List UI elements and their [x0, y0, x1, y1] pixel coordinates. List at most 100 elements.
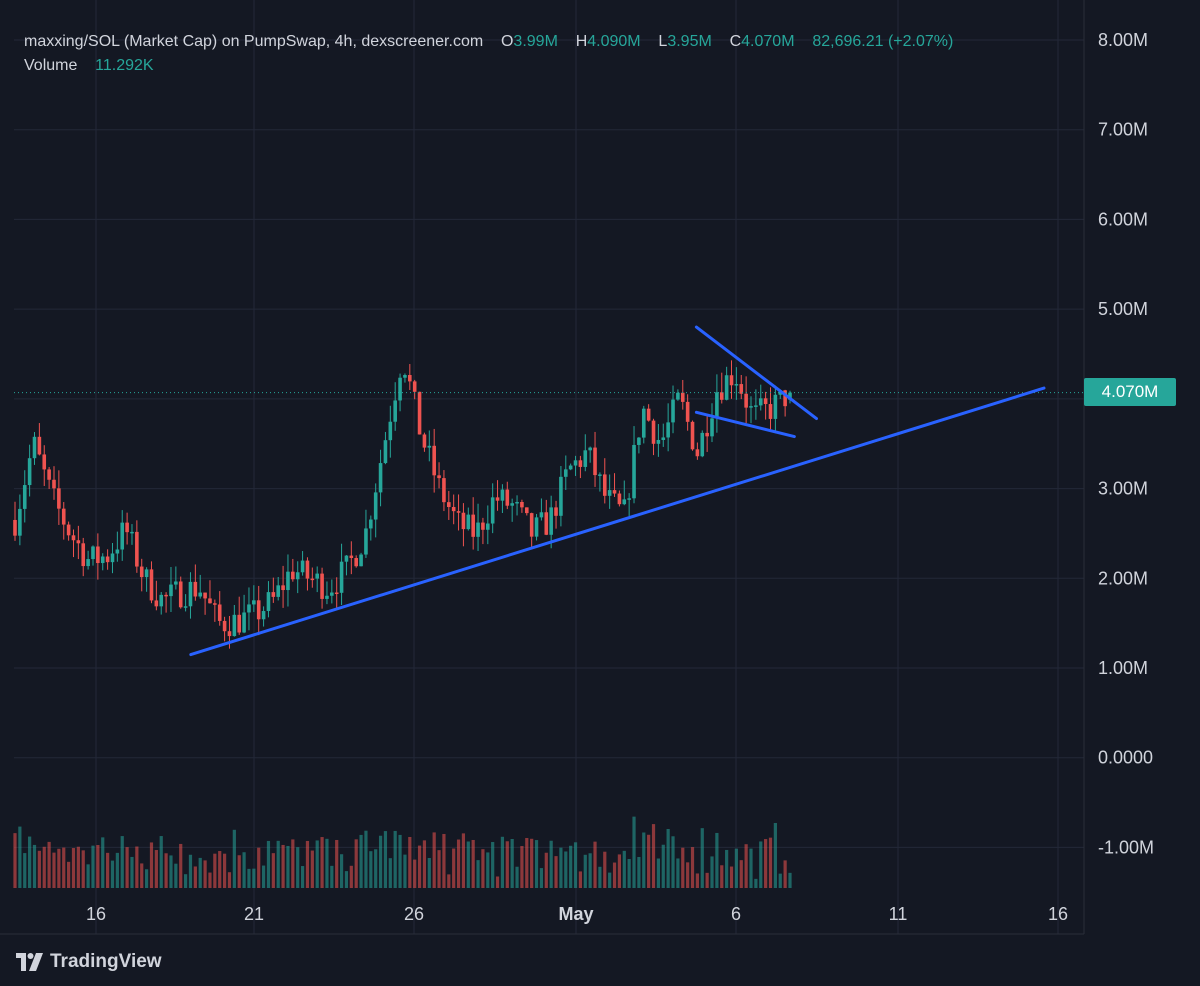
candle-body — [261, 611, 266, 620]
candle-body — [383, 440, 388, 464]
volume-bar — [23, 853, 27, 888]
volume-bar — [608, 872, 612, 888]
volume-bar — [456, 839, 461, 888]
volume-bar — [569, 845, 573, 888]
volume-bar — [164, 853, 168, 888]
tradingview-logo-icon — [16, 953, 43, 971]
volume-bar — [656, 858, 660, 888]
candle-body — [690, 421, 695, 450]
candle-body — [266, 592, 271, 612]
volume-bar — [125, 847, 129, 888]
time-axis-label: 11 — [889, 904, 908, 924]
volume-bar — [549, 840, 553, 888]
volume-bar — [344, 871, 349, 888]
candle-body — [222, 620, 227, 632]
volume-bar — [28, 836, 32, 888]
volume-bar — [47, 841, 51, 888]
volume-bar — [754, 878, 758, 888]
candle-body — [149, 569, 154, 601]
volume-bar — [783, 860, 787, 888]
volume-bar — [495, 876, 500, 888]
candle-body — [310, 578, 315, 581]
volume-bar — [145, 869, 149, 888]
volume-bar — [115, 852, 119, 888]
volume-bar — [583, 854, 587, 888]
candle-body — [159, 594, 164, 607]
candle-body — [578, 460, 583, 467]
candle-body — [510, 503, 514, 506]
time-axis-label: 16 — [1048, 904, 1068, 924]
volume-bar — [622, 850, 626, 888]
candle-body — [568, 465, 573, 470]
candle-body — [232, 614, 237, 637]
candle-body — [330, 592, 334, 596]
candle-body — [432, 445, 436, 476]
volume-bar — [52, 852, 56, 888]
volume-bar — [37, 850, 41, 888]
candle-body — [524, 507, 529, 514]
volume-value: 11.292K — [95, 57, 154, 74]
volume-bar — [539, 868, 544, 888]
volume-bar — [13, 833, 17, 888]
candle-body — [359, 554, 363, 567]
volume-bar — [666, 829, 670, 888]
close-label: C — [729, 33, 742, 50]
volume-bar — [106, 852, 110, 888]
volume-bar — [120, 836, 124, 888]
candle-body — [520, 501, 524, 508]
price-axis-label: 8.00M — [1098, 30, 1148, 50]
volume-bar — [281, 844, 285, 888]
volume-bar — [374, 849, 378, 888]
volume-bar — [86, 864, 90, 888]
candle-body — [773, 394, 778, 419]
candle-body — [193, 581, 198, 597]
candle-body — [378, 463, 383, 493]
volume-bar — [778, 873, 782, 888]
low-value: 3.95M — [667, 33, 712, 50]
candle-body — [544, 512, 549, 535]
volume-bar — [271, 853, 275, 888]
candle-body — [666, 422, 670, 438]
volume-bar — [461, 833, 466, 888]
candle-body — [632, 444, 636, 499]
volume-bar — [242, 852, 246, 888]
candle-body — [32, 436, 37, 459]
candle-body — [754, 405, 758, 407]
candle-body — [539, 512, 544, 518]
volume-bar — [476, 860, 480, 888]
volume-bar — [96, 845, 100, 888]
candle-body — [276, 585, 281, 597]
candle-body — [563, 469, 568, 477]
chart-legend: maxxing/SOL (Market Cap) on PumpSwap, 4h… — [24, 30, 953, 78]
candle-body — [393, 400, 397, 422]
candle-body — [203, 592, 207, 599]
candle-body — [671, 399, 675, 423]
candle-body — [656, 439, 661, 444]
candle-body — [125, 522, 129, 533]
candle-body — [388, 421, 393, 441]
volume-bar — [296, 847, 300, 888]
volume-bar — [593, 841, 597, 888]
price-axis-label: 0.0000 — [1098, 748, 1153, 768]
candle-body — [641, 408, 646, 438]
volume-bar — [705, 872, 709, 888]
volume-bar — [417, 845, 422, 888]
volume-bar — [213, 853, 217, 888]
volume-bar — [739, 860, 743, 888]
volume-bar — [71, 848, 76, 888]
high-label: H — [575, 33, 588, 50]
volume-bar — [91, 845, 95, 888]
candle-body — [86, 559, 90, 567]
candle-body — [164, 594, 168, 597]
candle-body — [646, 408, 651, 421]
volume-bar — [642, 832, 646, 888]
volume-bar — [661, 844, 665, 888]
candle-body — [471, 514, 475, 537]
volume-bar — [720, 865, 724, 888]
candle-body — [437, 475, 441, 479]
tradingview-logo[interactable]: TradingView — [16, 948, 162, 976]
volume-bar — [335, 839, 339, 888]
candle-body — [408, 375, 412, 382]
candle-body — [705, 432, 709, 437]
